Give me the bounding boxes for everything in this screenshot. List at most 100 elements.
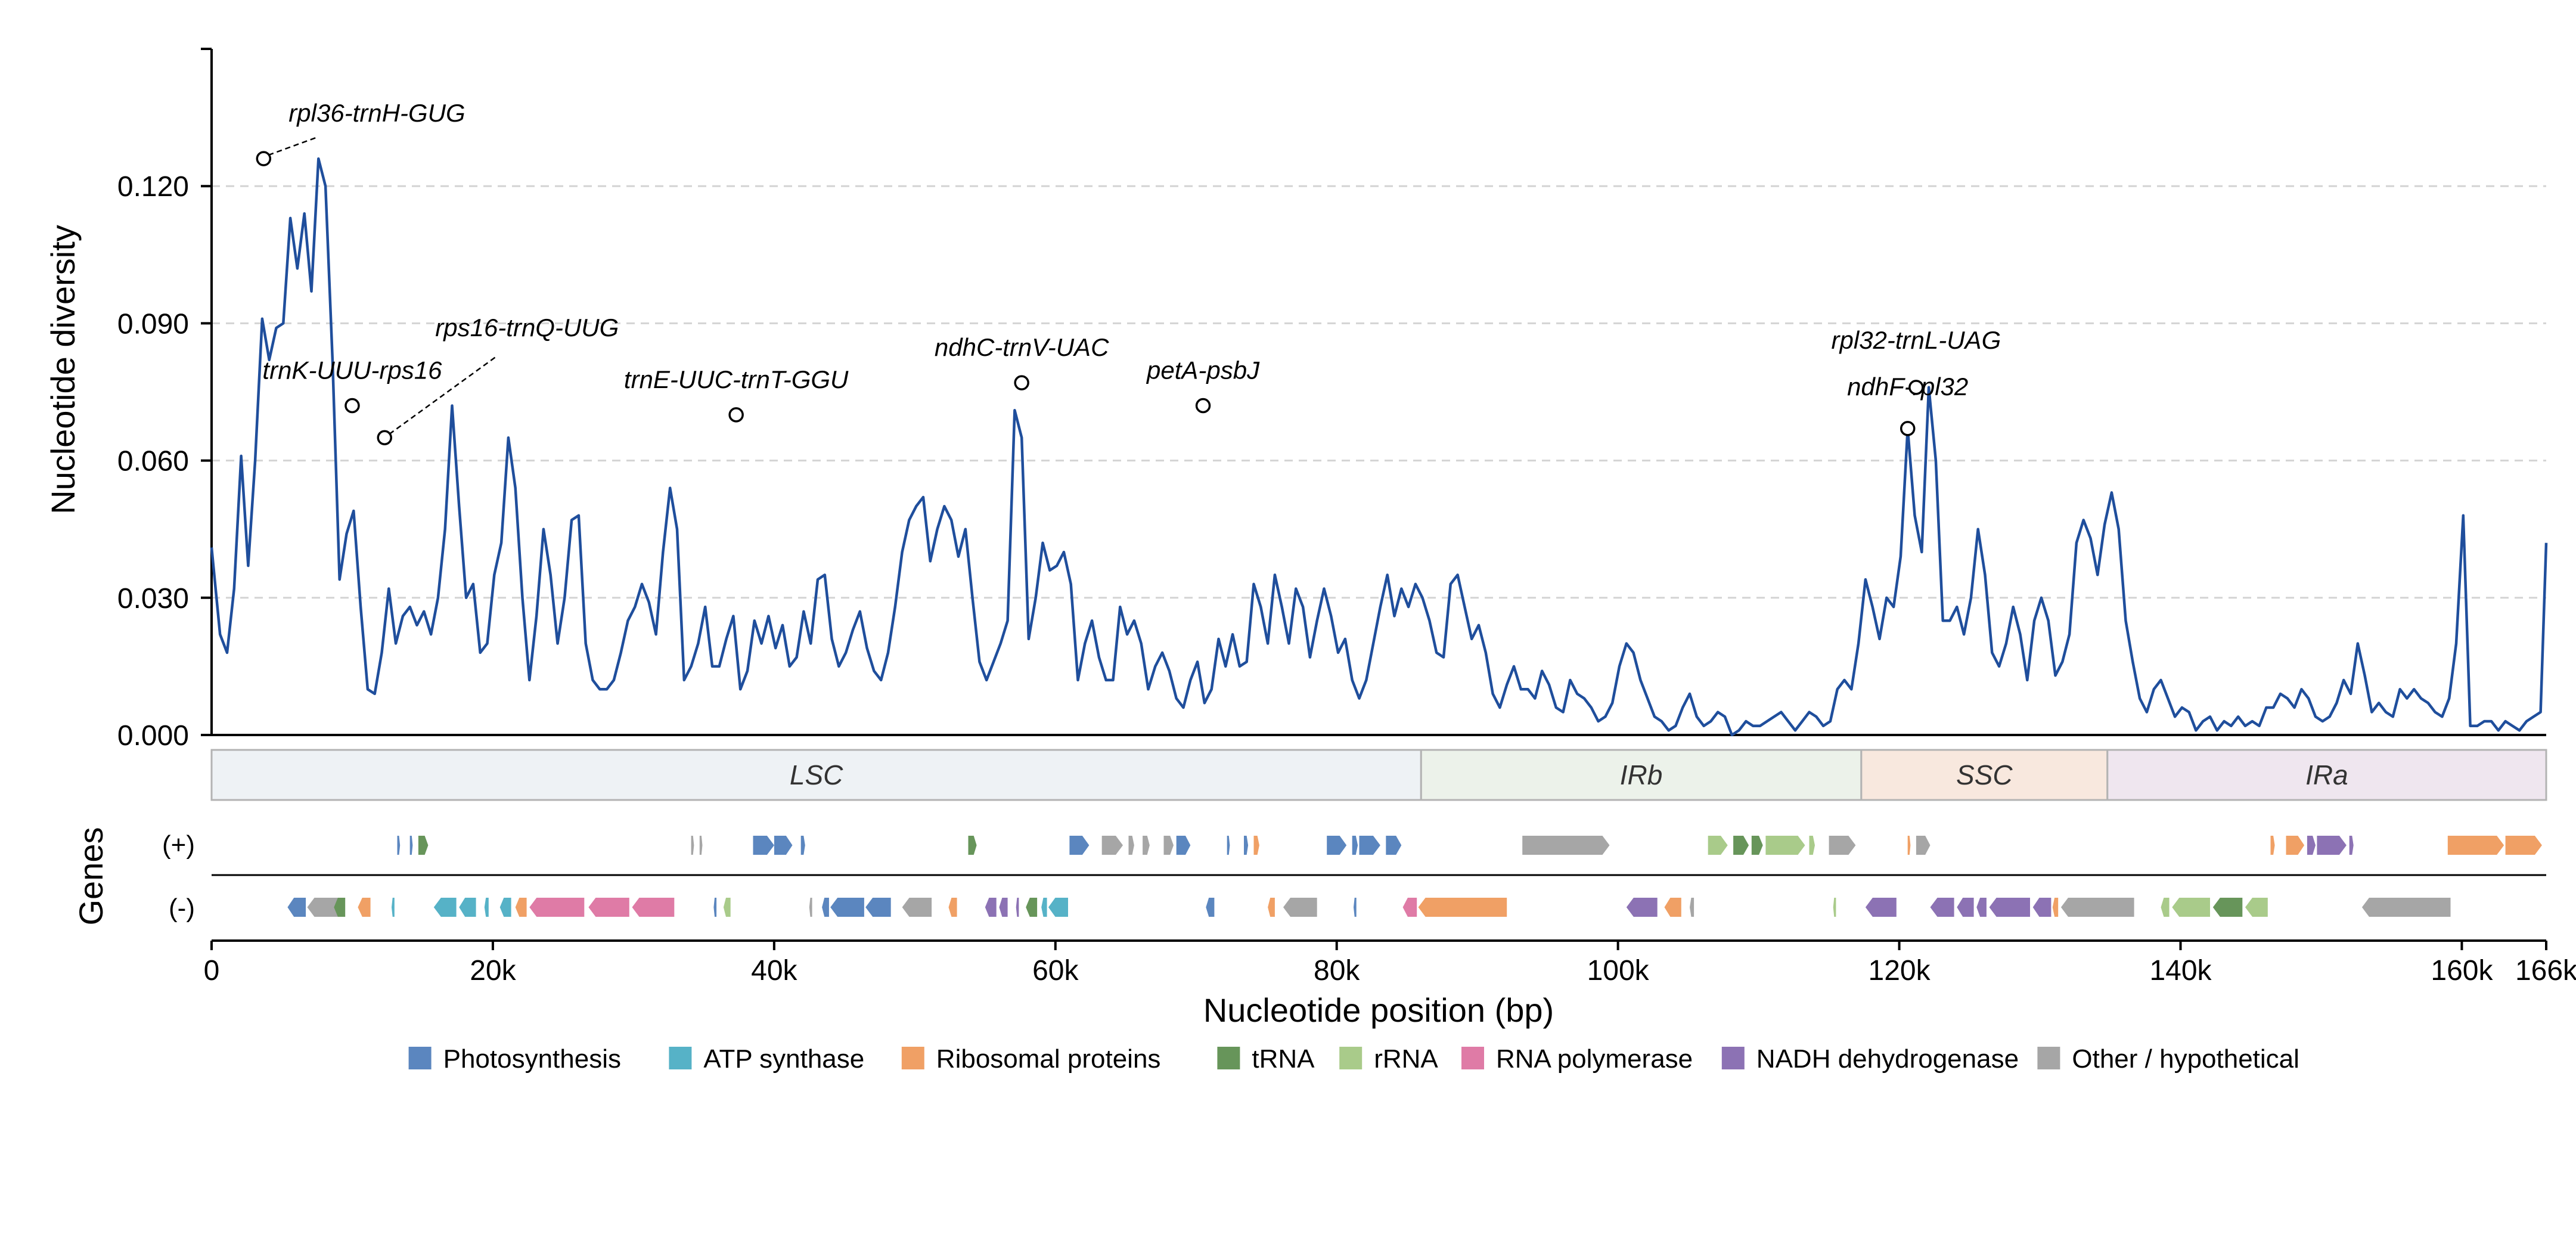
region-lsc [210, 749, 1422, 801]
y-tick-label: 0.000 [117, 720, 189, 752]
x-tick-label: 60k [1032, 955, 1079, 987]
minus-strand-gene [1402, 898, 1417, 917]
plus-strand-gene [774, 836, 793, 855]
legend-swatch [1721, 1047, 1745, 1069]
minus-strand-gene [515, 898, 527, 917]
region-label: LSC [790, 759, 843, 790]
peak-annotations: rpl36-trnH-GUG trnK-UUU-rps16 rps16-trnQ-U… [256, 99, 2001, 445]
plus-strand-gene [2307, 836, 2316, 855]
minus-strand-gene [999, 898, 1008, 917]
diversity-line [210, 157, 2548, 737]
plus-strand-gene [1101, 836, 1123, 855]
plus-strand-gene [1143, 836, 1150, 855]
x-axis: 0 20k 40k 60k 80k 100k 120k 140k 160k 166k [204, 939, 2576, 987]
region-label: SSC [1956, 759, 2013, 790]
minus-strand-gene [1976, 898, 1987, 917]
minus-strand-gene [2161, 898, 2170, 917]
plus-strand-gene [691, 836, 694, 855]
minus-strand-gene [1957, 898, 1974, 917]
peak-label: ndhF-rpl32 [1847, 373, 1968, 401]
plus-strand-gene [1708, 836, 1728, 855]
region-irb [1420, 749, 1863, 801]
minus-strand-gene [588, 898, 629, 917]
peak-leader-line [268, 136, 318, 156]
minus-strand-gene [307, 898, 342, 917]
x-tick-label: 40k [751, 955, 797, 987]
legend-label: tRNA [1252, 1044, 1315, 1074]
minus-strand-gene [830, 898, 864, 917]
peak-marker [1014, 375, 1029, 390]
x-tick-label: 160k [2431, 955, 2493, 987]
grid-layer [212, 185, 2546, 599]
plus-strand-label: (+) [162, 830, 195, 860]
peak-label: rpl36-trnH-GUG [288, 99, 465, 127]
legend-swatch [1217, 1047, 1240, 1069]
plus-strand-gene [699, 836, 703, 855]
minus-strand-gene [985, 898, 997, 917]
x-tick-label: 80k [1314, 955, 1360, 987]
minus-strand-gene [2032, 898, 2052, 917]
plus-strand-gene [1253, 836, 1259, 855]
y-axis-title: Nucleotide diversity [44, 225, 82, 514]
plus-strand-gene [1907, 836, 1911, 855]
plus-strand-gene [1386, 836, 1402, 855]
legend-label: Photosynthesis [443, 1044, 621, 1074]
legend-swatch [408, 1047, 432, 1069]
peak-marker [256, 151, 272, 166]
minus-strand-gene [2245, 898, 2268, 917]
minus-strand-gene [1048, 898, 1068, 917]
region-ssc [1860, 749, 2109, 801]
x-tick-label: 20k [470, 955, 516, 987]
plus-strand-gene [1352, 836, 1358, 855]
plus-strand-gene [1765, 836, 1805, 855]
minus-strand-gene [1664, 898, 1681, 917]
genes-track-title: Genes [72, 827, 110, 926]
legend-swatch [1461, 1047, 1484, 1069]
plus-strand-gene [1751, 836, 1763, 855]
minus-strand-gene [499, 898, 511, 917]
plus-strand-gene [800, 836, 805, 855]
x-axis-title: Nucleotide position (bp) [1203, 991, 1554, 1029]
peak-label: rpl32-trnL-UAG [1831, 326, 2001, 354]
minus-strand-gene [902, 898, 932, 917]
plus-strand-gene [1069, 836, 1090, 855]
peak-label: trnK-UUU-rps16 [262, 356, 442, 384]
minus-strand-gene [948, 898, 957, 917]
legend-swatch [2037, 1047, 2060, 1069]
x-tick-label: 120k [1869, 955, 1931, 987]
plus-strand-gene [1809, 836, 1815, 855]
minus-strand-gene [1041, 898, 1047, 917]
legend-swatch [1339, 1047, 1363, 1069]
region-bar: LSC IRb SSC IRa [210, 749, 2547, 801]
minus-strand-gene [1418, 898, 1507, 917]
minus-strand-gene [1690, 898, 1694, 917]
region-ira [2106, 749, 2547, 801]
minus-strand-gene [1016, 898, 1019, 917]
legend-label: Other / hypothetical [2072, 1044, 2299, 1074]
minus-strand-gene [1989, 898, 2030, 917]
peak-marker [377, 430, 392, 445]
plus-strand-gene [1128, 836, 1134, 855]
peak-marker [1908, 380, 1924, 395]
plus-strand-gene [968, 836, 977, 855]
gene-track [287, 836, 2542, 917]
minus-strand-gene [723, 898, 731, 917]
minus-strand-label: (-) [169, 894, 195, 923]
minus-strand-gene [1354, 898, 1357, 917]
minus-strand-gene [632, 898, 675, 917]
plus-strand-gene [1327, 836, 1347, 855]
y-tick-label: 0.090 [117, 308, 189, 340]
peak-label: trnE-UUC-trnT-GGU [624, 365, 849, 393]
legend-label: rRNA [1374, 1044, 1438, 1074]
minus-strand-gene [2060, 898, 2134, 917]
legend-label: RNA polymerase [1496, 1044, 1693, 1074]
peak-marker [1195, 398, 1211, 414]
y-tick-label: 0.060 [117, 446, 189, 477]
plus-strand-gene [753, 836, 774, 855]
plus-strand-gene [1916, 836, 1931, 855]
plus-strand-gene [2270, 836, 2275, 855]
minus-strand-gene [1268, 898, 1275, 917]
region-label: IRa [2305, 759, 2348, 790]
x-tick-label: 0 [204, 955, 220, 987]
